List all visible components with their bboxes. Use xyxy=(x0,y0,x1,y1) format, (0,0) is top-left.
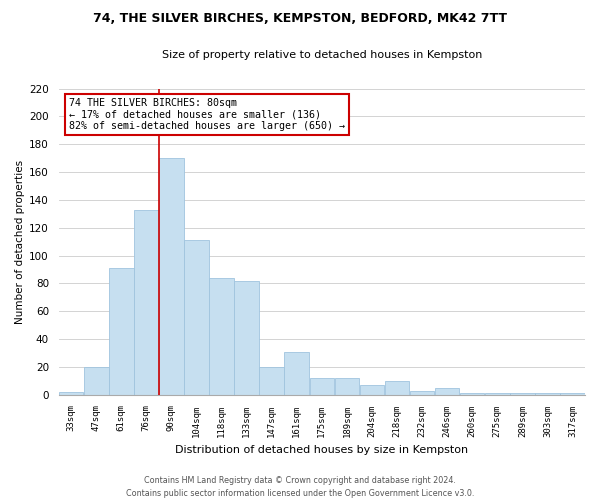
Title: Size of property relative to detached houses in Kempston: Size of property relative to detached ho… xyxy=(161,50,482,60)
Bar xyxy=(410,390,434,394)
Bar xyxy=(84,367,109,394)
Bar xyxy=(134,210,158,394)
Text: 74 THE SILVER BIRCHES: 80sqm
← 17% of detached houses are smaller (136)
82% of s: 74 THE SILVER BIRCHES: 80sqm ← 17% of de… xyxy=(69,98,345,131)
Bar xyxy=(235,280,259,394)
Bar xyxy=(310,378,334,394)
Bar xyxy=(184,240,209,394)
Bar xyxy=(209,278,234,394)
Bar xyxy=(259,367,284,394)
Y-axis label: Number of detached properties: Number of detached properties xyxy=(15,160,25,324)
Bar xyxy=(335,378,359,394)
Bar xyxy=(109,268,134,394)
Text: Contains HM Land Registry data © Crown copyright and database right 2024.
Contai: Contains HM Land Registry data © Crown c… xyxy=(126,476,474,498)
Bar xyxy=(59,392,83,394)
X-axis label: Distribution of detached houses by size in Kempston: Distribution of detached houses by size … xyxy=(175,445,469,455)
Bar xyxy=(435,388,460,394)
Bar xyxy=(385,381,409,394)
Bar xyxy=(159,158,184,394)
Bar xyxy=(284,352,309,395)
Bar xyxy=(359,385,384,394)
Text: 74, THE SILVER BIRCHES, KEMPSTON, BEDFORD, MK42 7TT: 74, THE SILVER BIRCHES, KEMPSTON, BEDFOR… xyxy=(93,12,507,26)
